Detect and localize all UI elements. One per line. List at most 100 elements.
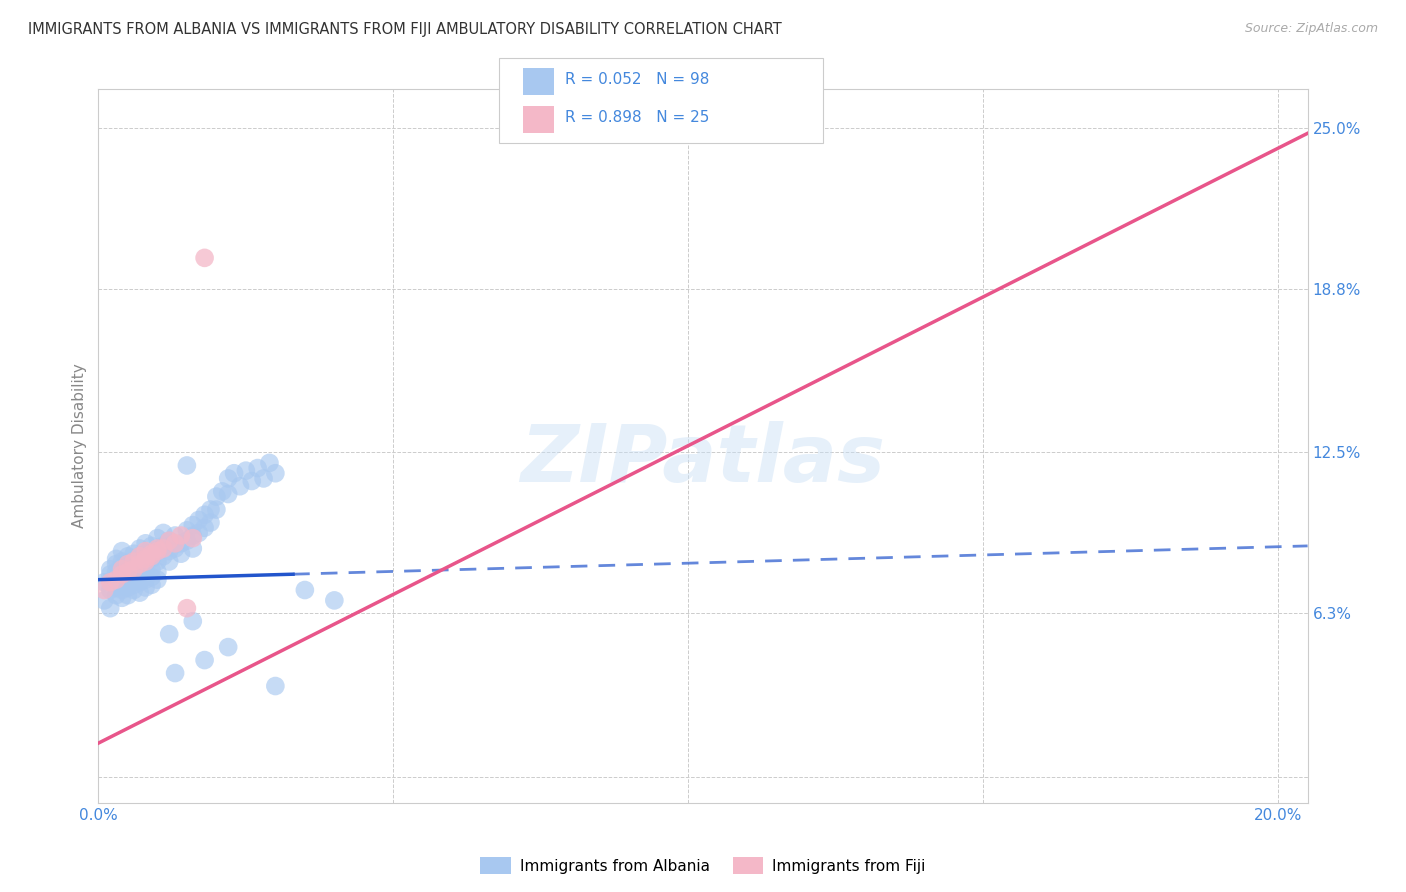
Point	[152, 549, 174, 564]
Text: R = 0.052   N = 98: R = 0.052 N = 98	[565, 71, 710, 87]
Point	[200, 502, 222, 516]
Point	[176, 533, 198, 548]
Point	[187, 525, 209, 540]
Point	[152, 539, 174, 553]
Point	[117, 575, 139, 590]
Point	[146, 565, 169, 579]
Legend: Immigrants from Albania, Immigrants from Fiji: Immigrants from Albania, Immigrants from…	[474, 851, 932, 880]
Text: IMMIGRANTS FROM ALBANIA VS IMMIGRANTS FROM FIJI AMBULATORY DISABILITY CORRELATIO: IMMIGRANTS FROM ALBANIA VS IMMIGRANTS FR…	[28, 22, 782, 37]
Text: R = 0.898   N = 25: R = 0.898 N = 25	[565, 110, 710, 125]
Point	[135, 552, 157, 566]
Point	[170, 536, 193, 550]
Point	[117, 565, 139, 579]
Point	[205, 490, 228, 504]
Point	[294, 582, 316, 597]
Point	[217, 487, 239, 501]
Point	[122, 554, 145, 568]
Point	[117, 581, 139, 595]
Point	[146, 554, 169, 568]
Point	[194, 508, 217, 522]
Point	[157, 627, 180, 641]
Point	[141, 552, 163, 566]
Point	[105, 557, 128, 571]
Point	[176, 458, 198, 473]
Point	[105, 588, 128, 602]
Point	[105, 573, 128, 587]
Point	[146, 544, 169, 558]
Point	[181, 541, 204, 556]
Point	[98, 575, 121, 590]
Point	[105, 573, 128, 587]
Point	[128, 541, 150, 556]
Y-axis label: Ambulatory Disability: Ambulatory Disability	[72, 364, 87, 528]
Point	[222, 467, 245, 481]
Point	[259, 456, 281, 470]
Point	[105, 581, 128, 595]
Point	[128, 567, 150, 582]
Point	[141, 547, 163, 561]
Point	[157, 533, 180, 548]
Point	[105, 552, 128, 566]
Point	[122, 578, 145, 592]
Point	[240, 474, 263, 488]
Point	[111, 559, 134, 574]
Point	[157, 554, 180, 568]
Point	[235, 464, 257, 478]
Point	[135, 565, 157, 579]
Point	[181, 531, 204, 545]
Point	[252, 471, 274, 485]
Point	[217, 471, 239, 485]
Point	[128, 549, 150, 564]
Point	[128, 585, 150, 599]
Point	[141, 570, 163, 584]
Point	[128, 549, 150, 564]
Point	[176, 524, 198, 538]
Point	[194, 521, 217, 535]
Point	[93, 582, 115, 597]
Point	[165, 541, 187, 556]
Point	[117, 588, 139, 602]
Point	[141, 562, 163, 576]
Point	[135, 547, 157, 561]
Point	[187, 513, 209, 527]
Point	[135, 554, 157, 568]
Point	[264, 679, 287, 693]
Point	[98, 562, 121, 576]
Point	[152, 525, 174, 540]
Point	[152, 541, 174, 556]
Point	[146, 544, 169, 558]
Point	[122, 565, 145, 579]
Point	[135, 554, 157, 568]
Point	[176, 601, 198, 615]
Point	[194, 653, 217, 667]
Point	[111, 570, 134, 584]
Point	[157, 544, 180, 558]
Point	[165, 528, 187, 542]
Point	[135, 581, 157, 595]
Point	[141, 539, 163, 553]
Point	[122, 547, 145, 561]
Point	[117, 565, 139, 579]
Point	[170, 528, 193, 542]
Point	[117, 557, 139, 571]
Point	[105, 565, 128, 579]
Point	[165, 666, 187, 681]
Point	[122, 582, 145, 597]
Point	[122, 562, 145, 576]
Point	[135, 544, 157, 558]
Point	[135, 536, 157, 550]
Point	[111, 567, 134, 582]
Point	[146, 541, 169, 556]
Point	[111, 554, 134, 568]
Point	[141, 578, 163, 592]
Point	[111, 582, 134, 597]
Point	[122, 562, 145, 576]
Point	[194, 251, 217, 265]
Point	[217, 640, 239, 654]
Point	[135, 573, 157, 587]
Point	[229, 479, 252, 493]
Point	[157, 533, 180, 548]
Point	[93, 575, 115, 590]
Point	[170, 547, 193, 561]
Point	[117, 567, 139, 582]
